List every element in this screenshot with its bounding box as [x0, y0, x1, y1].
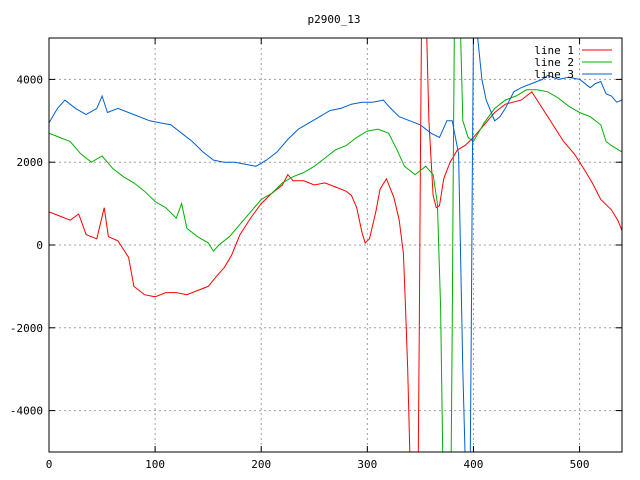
x-tick-label: 400	[464, 458, 484, 471]
x-tick-label: 500	[570, 458, 590, 471]
y-tick-label: -2000	[10, 322, 43, 335]
series-group	[49, 38, 622, 452]
y-tick-label: 2000	[17, 156, 44, 169]
grid	[49, 38, 622, 452]
legend-label-2: line 2	[534, 56, 574, 69]
x-tick-label: 200	[251, 458, 271, 471]
axis-ticks: 0 100 200 300 400 500 -4000 -2000 0 2000 4000	[10, 38, 622, 471]
legend-label-3: line 3	[534, 68, 574, 81]
x-tick-label: 100	[145, 458, 165, 471]
x-tick-label: 0	[46, 458, 53, 471]
chart-title: p2900_13	[308, 13, 361, 26]
y-tick-label: 4000	[17, 73, 44, 86]
y-tick-label: -4000	[10, 405, 43, 418]
legend-label-1: line 1	[534, 44, 574, 57]
x-tick-label: 300	[357, 458, 377, 471]
series-line-2	[49, 38, 622, 452]
series-line-3	[49, 38, 622, 452]
y-tick-label: 0	[36, 239, 43, 252]
series-line-1	[49, 38, 622, 452]
